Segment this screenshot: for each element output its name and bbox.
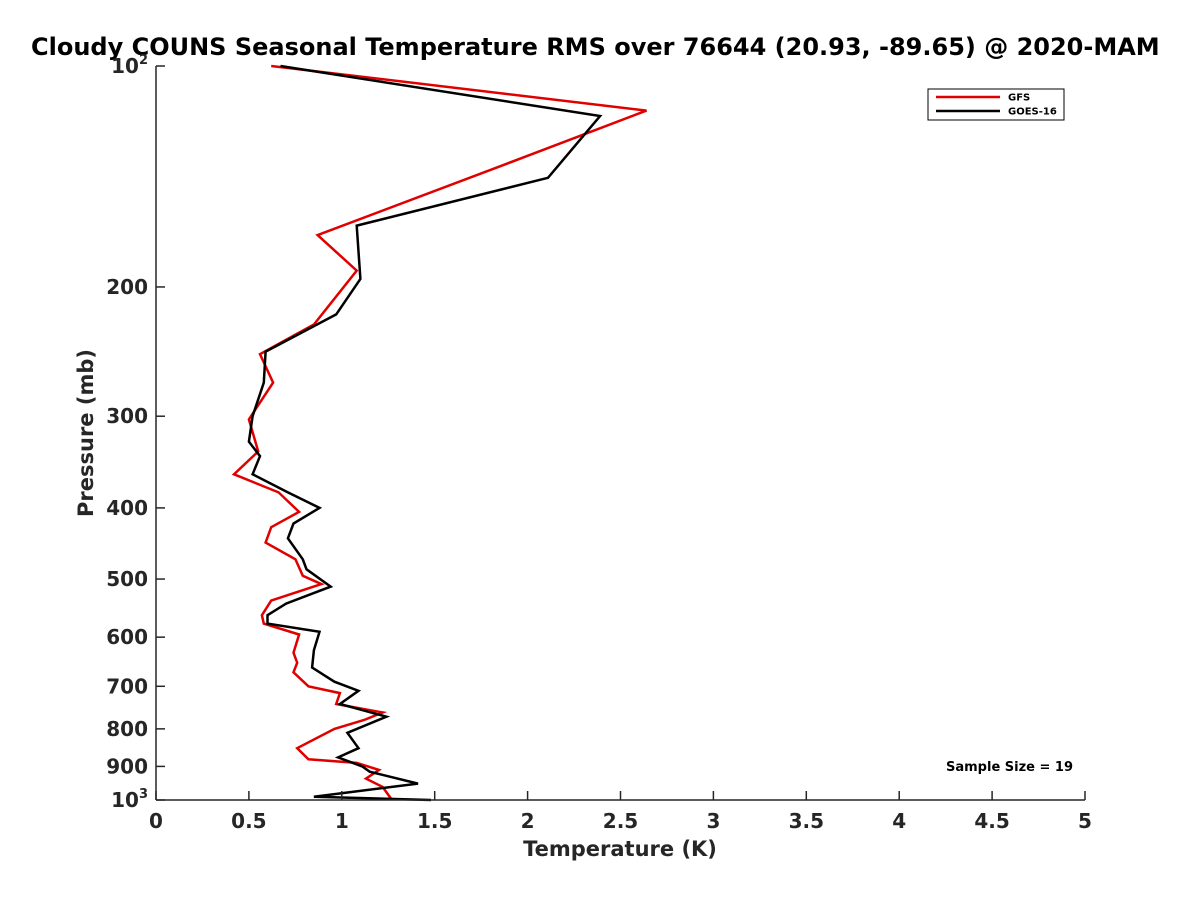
y-tick-label: 400 [106,496,148,520]
legend-label: GFS [1008,93,1030,104]
x-tick-label: 4.5 [974,809,1009,833]
x-tick-label: 3.5 [789,809,824,833]
y-tick-label: 800 [106,717,148,741]
sample-size-annotation: Sample Size = 19 [946,760,1073,775]
x-tick-label: 0 [149,809,163,833]
x-tick-label: 1.5 [417,809,452,833]
x-tick-label: 2.5 [603,809,638,833]
x-axis-label: Temperature (K) [523,837,717,861]
series-line-goes-16 [247,64,603,802]
x-tick-label: 3 [706,809,720,833]
y-tick-label: 600 [106,625,148,649]
legend: GFS GOES-16 [927,88,1065,121]
legend-label: GOES-16 [1008,107,1057,118]
series-layer [231,64,647,802]
series-line-gfs [231,64,647,801]
y-tick-label: 103 [111,787,148,812]
x-ticks: 0 0.5 1 1.5 2 2.5 3 3.5 4 4.5 5 [149,791,1092,833]
x-tick-label: 2 [521,809,535,833]
y-tick-label: 300 [106,404,148,428]
y-tick-label: 900 [106,754,148,778]
y-axis-label: Pressure (mb) [74,349,98,517]
legend-box [927,88,1065,121]
y-tick-label: 200 [106,275,148,299]
y-tick-label: 102 [111,53,148,78]
x-tick-label: 5 [1078,809,1092,833]
chart-title: Cloudy COUNS Seasonal Temperature RMS ov… [31,33,1160,61]
x-tick-label: 0.5 [231,809,266,833]
x-tick-label: 1 [335,809,349,833]
y-tick-label: 500 [106,567,148,591]
x-tick-label: 4 [892,809,906,833]
y-ticks: 102 200 300 400 500 600 700 800 900 103 [106,53,165,812]
y-tick-label: 700 [106,674,148,698]
